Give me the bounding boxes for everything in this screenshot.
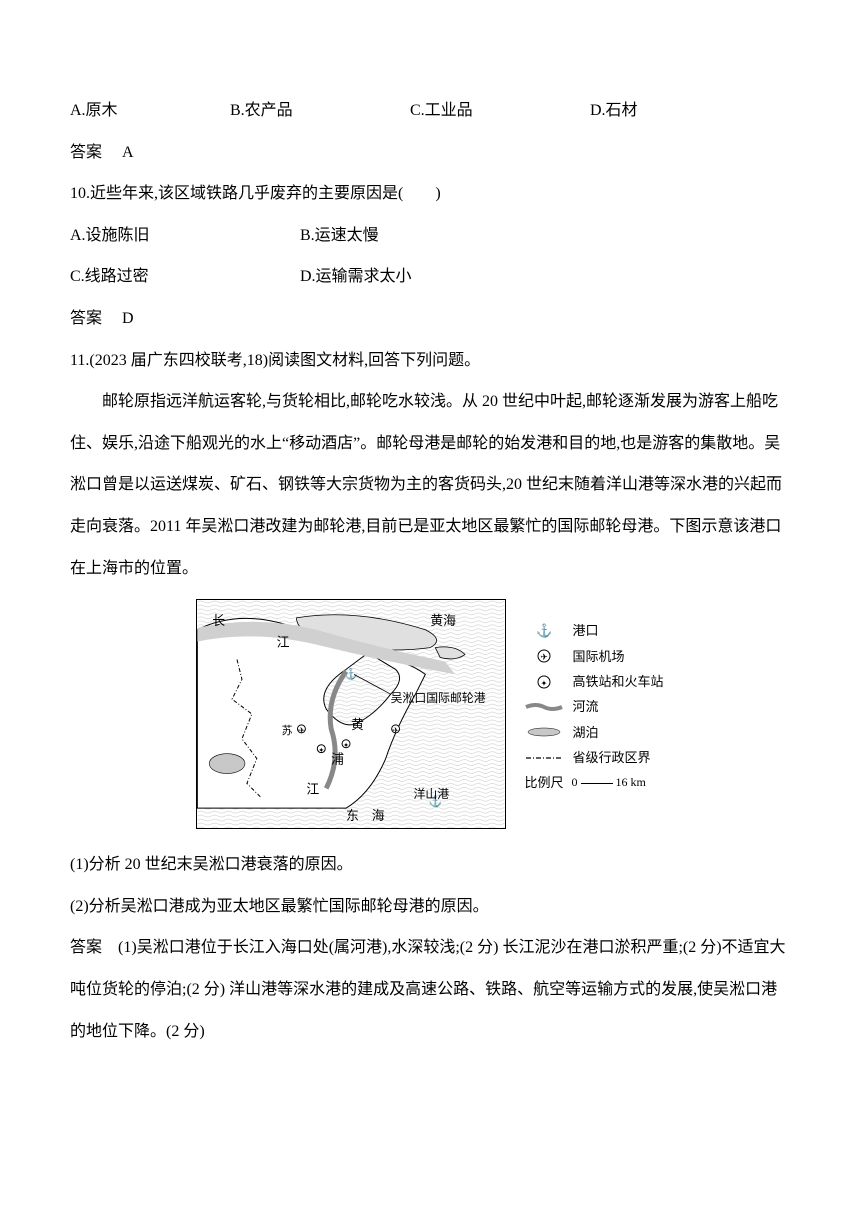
q10-answer: 答案 D xyxy=(70,298,790,340)
map-legend: ⚓ 港口 ✈ 国际机场 ✦ 高铁站和火车站 河流 xyxy=(524,599,663,797)
station-icon: ✦ xyxy=(524,675,564,689)
q9-opt-b: B.农产品 xyxy=(230,90,410,132)
label-wusong: 吴淞口国际邮轮港 xyxy=(391,691,486,705)
q11-sub1: (1)分析 20 世纪末吴淞口港衰落的原因。 xyxy=(70,844,790,886)
svg-text:✈: ✈ xyxy=(541,652,549,662)
q10-options-row1: A.设施陈旧 B.运速太慢 xyxy=(70,215,790,257)
answer-label: 答案 xyxy=(70,132,102,174)
legend-station: ✦ 高铁站和火车站 xyxy=(524,670,663,693)
q11-sub2: (2)分析吴淞口港成为亚太地区最繁忙国际邮轮母港的原因。 xyxy=(70,886,790,928)
scalebar-icon xyxy=(581,783,613,784)
label-jiang: 江 xyxy=(307,782,320,796)
legend-station-label: 高铁站和火车站 xyxy=(572,670,663,693)
label-pu: 浦 xyxy=(332,753,345,767)
q10-opt-c: C.线路过密 xyxy=(70,256,300,298)
q10-opt-a: A.设施陈旧 xyxy=(70,215,300,257)
label-suzhou: 苏 xyxy=(282,724,293,737)
q9-options: A.原木 B.农产品 C.工业品 D.石材 xyxy=(70,90,790,132)
q9-opt-c: C.工业品 xyxy=(410,90,590,132)
scale-zero: 0 xyxy=(572,775,578,789)
legend-river: 河流 xyxy=(524,695,663,718)
label-huang: 黄 xyxy=(351,718,364,732)
legend-scale: 比例尺 0 16 km xyxy=(524,771,663,794)
svg-text:✦: ✦ xyxy=(541,679,548,688)
svg-text:✈: ✈ xyxy=(393,726,400,735)
legend-port: ⚓ 港口 xyxy=(524,619,663,642)
q11-answer-text: (1)吴淞口港位于长江入海口处(属河港),水深较浅;(2 分) 长江泥沙在港口淤… xyxy=(70,939,786,1039)
q11-stem: 11.(2023 届广东四校联考,18)阅读图文材料,回答下列问题。 xyxy=(70,340,790,382)
label-changjiang-r: 江 xyxy=(277,636,290,650)
airplane-icon: ✈ xyxy=(524,649,564,663)
q10-opt-b: B.运速太慢 xyxy=(300,215,530,257)
svg-text:✈: ✈ xyxy=(299,726,306,735)
q9-opt-a: A.原木 xyxy=(70,90,230,132)
legend-boundary: 省级行政区界 xyxy=(524,746,663,769)
label-donghai: 东 海 xyxy=(347,809,386,823)
legend-lake: 湖泊 xyxy=(524,721,663,744)
svg-text:✦: ✦ xyxy=(319,747,325,755)
legend-port-label: 港口 xyxy=(572,619,598,642)
legend-river-label: 河流 xyxy=(572,695,598,718)
q11-answer: 答案 (1)吴淞口港位于长江入海口处(属河港),水深较浅;(2 分) 长江泥沙在… xyxy=(70,927,790,1052)
label-changjiang-l: 长 xyxy=(213,614,226,628)
q10-opt-d: D.运输需求太小 xyxy=(300,256,530,298)
q11-paragraph: 邮轮原指远洋航运客轮,与货轮相比,邮轮吃水较浅。从 20 世纪中叶起,邮轮逐渐发… xyxy=(70,381,790,589)
answer-label: 答案 xyxy=(70,298,102,340)
q10-stem: 10.近些年来,该区域铁路几乎废弃的主要原因是( ) xyxy=(70,173,790,215)
lake-icon xyxy=(524,726,564,738)
scale-n: 16 km xyxy=(616,775,646,789)
boundary-icon xyxy=(524,754,564,762)
label-huanghai: 黄海 xyxy=(431,614,457,628)
figure-container: ⚓ ⚓ ✈ ✈ ✦ ✦ 长 江 黄海 吴淞口国际邮轮港 xyxy=(70,599,790,829)
answer-label: 答案 xyxy=(70,939,102,956)
q9-opt-d: D.石材 xyxy=(590,90,740,132)
map-svg: ⚓ ⚓ ✈ ✈ ✦ ✦ 长 江 黄海 吴淞口国际邮轮港 xyxy=(196,599,506,829)
legend-boundary-label: 省级行政区界 xyxy=(572,746,650,769)
figure-box: ⚓ ⚓ ✈ ✈ ✦ ✦ 长 江 黄海 吴淞口国际邮轮港 xyxy=(196,599,663,829)
q9-answer: 答案 A xyxy=(70,132,790,174)
svg-text:✦: ✦ xyxy=(344,742,350,750)
svg-text:⚓: ⚓ xyxy=(345,667,359,680)
label-yangshan: 洋山港 xyxy=(414,787,450,801)
legend-scale-label: 比例尺 xyxy=(524,771,563,794)
answer-value: A xyxy=(122,132,134,174)
q10-options-row2: C.线路过密 D.运输需求太小 xyxy=(70,256,790,298)
legend-airport: ✈ 国际机场 xyxy=(524,645,663,668)
legend-lake-label: 湖泊 xyxy=(572,721,598,744)
answer-value: D xyxy=(122,298,134,340)
anchor-icon: ⚓ xyxy=(524,619,564,642)
legend-airport-label: 国际机场 xyxy=(572,645,624,668)
river-icon xyxy=(524,702,564,712)
